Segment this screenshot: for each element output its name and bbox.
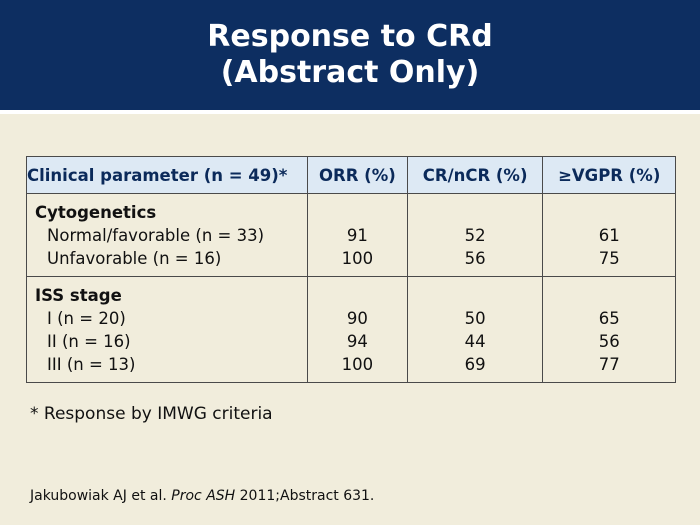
vgpr-value: 56 bbox=[598, 332, 620, 351]
cr-ncr-value: 69 bbox=[464, 355, 486, 374]
citation-authors: Jakubowiak AJ et al. bbox=[30, 488, 167, 504]
title-banner: Response to CRd (Abstract Only) bbox=[0, 0, 700, 110]
response-table: Clinical parameter (n = 49)* ORR (%) CR/… bbox=[26, 156, 676, 383]
orr-value: 91 bbox=[346, 226, 368, 245]
row-label: Unfavorable (n = 16) bbox=[47, 249, 222, 268]
cr-ncr-value: 56 bbox=[464, 249, 486, 268]
vgpr-column-cell: 65 56 77 bbox=[542, 276, 676, 383]
section-labels: Cytogenetics Normal/favorable (n = 33) U… bbox=[26, 193, 308, 277]
header-clinical-parameter: Clinical parameter (n = 49)* bbox=[26, 156, 308, 194]
vgpr-value: 77 bbox=[598, 355, 620, 374]
citation: Jakubowiak AJ et al. Proc ASH 2011;Abstr… bbox=[30, 488, 374, 504]
orr-value: 100 bbox=[341, 249, 374, 268]
orr-value: 94 bbox=[346, 332, 368, 351]
title-divider bbox=[0, 110, 700, 114]
row-label: Normal/favorable (n = 33) bbox=[47, 226, 265, 245]
row-label: II (n = 16) bbox=[47, 332, 131, 351]
vgpr-column-cell: 61 75 bbox=[542, 193, 676, 277]
slide-title-line-1: Response to CRd bbox=[207, 19, 493, 54]
cr-ncr-column-cell: 52 56 bbox=[406, 193, 544, 277]
orr-value: 90 bbox=[346, 309, 368, 328]
cr-ncr-column-cell: 50 44 69 bbox=[406, 276, 544, 383]
footnote: * Response by IMWG criteria bbox=[30, 404, 273, 424]
section-labels: ISS stage I (n = 20) II (n = 16) III (n … bbox=[26, 276, 308, 383]
slide-title-line-2: (Abstract Only) bbox=[220, 55, 480, 90]
vgpr-value: 65 bbox=[598, 309, 620, 328]
header-vgpr: ≥VGPR (%) bbox=[542, 156, 676, 194]
table-section-cytogenetics: Cytogenetics Normal/favorable (n = 33) U… bbox=[26, 193, 676, 277]
table-section-iss-stage: ISS stage I (n = 20) II (n = 16) III (n … bbox=[26, 276, 676, 383]
row-label: III (n = 13) bbox=[47, 355, 136, 374]
table-header-row: Clinical parameter (n = 49)* ORR (%) CR/… bbox=[26, 156, 676, 194]
section-title: ISS stage bbox=[35, 286, 122, 305]
vgpr-value: 61 bbox=[598, 226, 620, 245]
citation-details: 2011;Abstract 631. bbox=[239, 488, 375, 504]
section-title: Cytogenetics bbox=[35, 203, 157, 222]
cr-ncr-value: 52 bbox=[464, 226, 486, 245]
orr-value: 100 bbox=[341, 355, 374, 374]
row-label: I (n = 20) bbox=[47, 309, 126, 328]
header-orr: ORR (%) bbox=[307, 156, 408, 194]
citation-journal: Proc ASH bbox=[171, 488, 236, 504]
orr-column-cell: 91 100 bbox=[307, 193, 408, 277]
vgpr-value: 75 bbox=[598, 249, 620, 268]
cr-ncr-value: 44 bbox=[464, 332, 486, 351]
header-cr-ncr: CR/nCR (%) bbox=[406, 156, 544, 194]
cr-ncr-value: 50 bbox=[464, 309, 486, 328]
orr-column-cell: 90 94 100 bbox=[307, 276, 408, 383]
